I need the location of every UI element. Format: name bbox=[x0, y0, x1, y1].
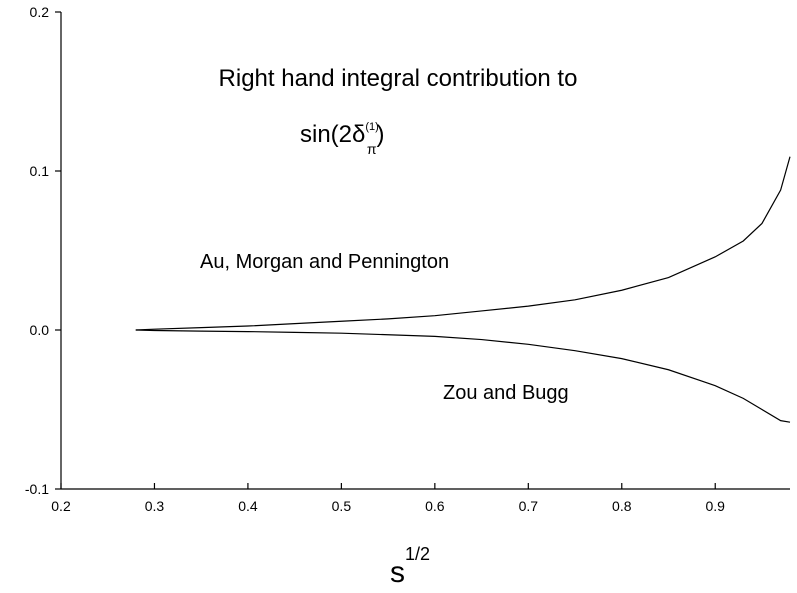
y-tick-label: 0.2 bbox=[30, 4, 50, 20]
x-tick-label: 0.9 bbox=[705, 498, 725, 514]
series-label: Au, Morgan and Pennington bbox=[200, 251, 449, 273]
x-tick-label: 0.3 bbox=[145, 498, 165, 514]
chart-formula: sin(2δ(1) π) bbox=[300, 121, 385, 157]
formula-part: sin(2δ bbox=[300, 121, 365, 148]
x-tick-label: 0.5 bbox=[332, 498, 352, 514]
x-label-sup: 1/2 bbox=[405, 544, 430, 564]
data-line bbox=[135, 329, 791, 423]
x-axis-label: s1/2 bbox=[390, 544, 430, 589]
y-tick-label: -0.1 bbox=[25, 481, 49, 497]
data-line bbox=[135, 156, 791, 331]
formula-part: ) bbox=[377, 121, 385, 148]
formula-sub: π bbox=[367, 141, 377, 157]
x-label-main: s bbox=[390, 556, 405, 589]
x-tick-label: 0.6 bbox=[425, 498, 445, 514]
y-tick-label: 0.0 bbox=[30, 322, 50, 338]
x-tick-label: 0.4 bbox=[238, 498, 258, 514]
y-tick-label: 0.1 bbox=[30, 163, 50, 179]
formula-sup: (1) bbox=[365, 121, 378, 133]
series-label: Zou and Bugg bbox=[443, 382, 569, 404]
chart-title: Right hand integral contribution to bbox=[219, 65, 578, 92]
x-tick-label: 0.2 bbox=[51, 498, 71, 514]
x-tick-label: 0.7 bbox=[519, 498, 539, 514]
x-tick-label: 0.8 bbox=[612, 498, 632, 514]
